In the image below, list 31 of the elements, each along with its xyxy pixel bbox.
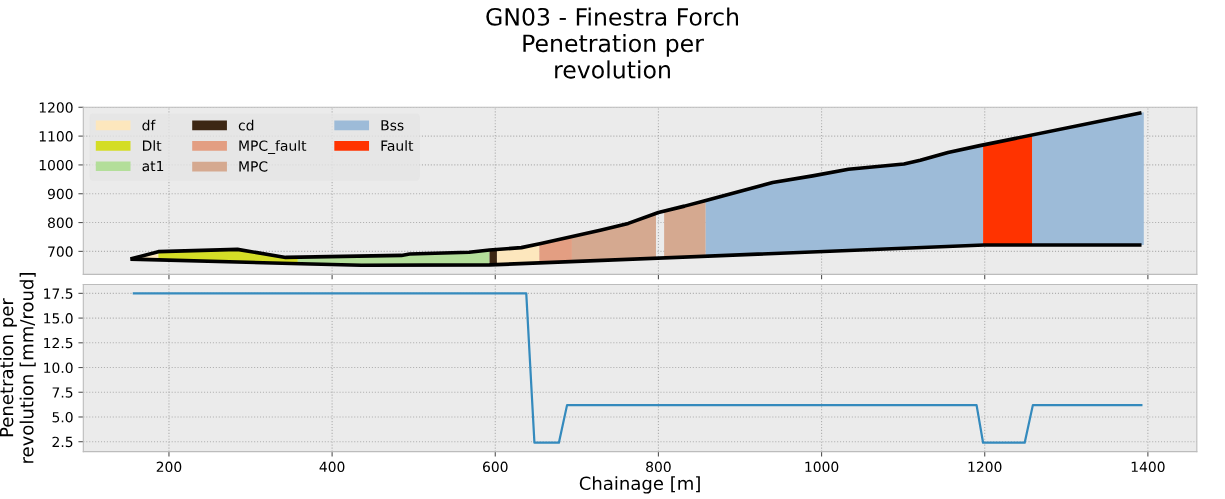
- chart-title: GN03 - Finestra Forch Penetration per revolution: [486, 7, 738, 79]
- y-tick-label: 10.0: [44, 362, 73, 373]
- y-tick-label: 17.5: [44, 288, 73, 299]
- y-tick-label: 5.0: [52, 411, 73, 423]
- x-tick-label: 800: [646, 461, 671, 473]
- y-tick-label: 800: [48, 217, 73, 229]
- y-tick-label: 1200: [39, 102, 73, 113]
- x-tick-label: 200: [156, 461, 182, 473]
- x-tick-label: 1000: [805, 461, 839, 473]
- y-tick-label: 1100: [39, 131, 73, 142]
- x-axis-title: Chainage [m]: [579, 476, 700, 494]
- y-tick-label: 12.5: [44, 337, 73, 349]
- y-tick-label: 900: [47, 188, 73, 200]
- legend-label: MPC_fault: [239, 140, 307, 154]
- legend-label: Fault: [381, 140, 414, 151]
- x-tick-label: 400: [319, 461, 345, 473]
- legend-label: Bss: [381, 120, 404, 131]
- x-tick-label: 1200: [968, 461, 1002, 473]
- y-tick-label: 15.0: [44, 313, 73, 324]
- y-tick-label: 700: [48, 246, 73, 257]
- y-tick-label: 7.5: [52, 387, 73, 398]
- x-tick-label: 1400: [1131, 461, 1165, 473]
- y-axis-title: Penetration per revolution [mm/roud]: [0, 273, 36, 463]
- legend-label: Dlt: [143, 140, 162, 151]
- x-tick-label: 600: [482, 461, 508, 473]
- legend-label: at1: [142, 160, 164, 172]
- y-tick-label: 1000: [39, 159, 73, 171]
- legend-label: df: [142, 119, 156, 131]
- legend-label: MPC: [239, 161, 268, 172]
- y-tick-label: 2.5: [52, 436, 73, 448]
- legend-label: cd: [238, 119, 254, 131]
